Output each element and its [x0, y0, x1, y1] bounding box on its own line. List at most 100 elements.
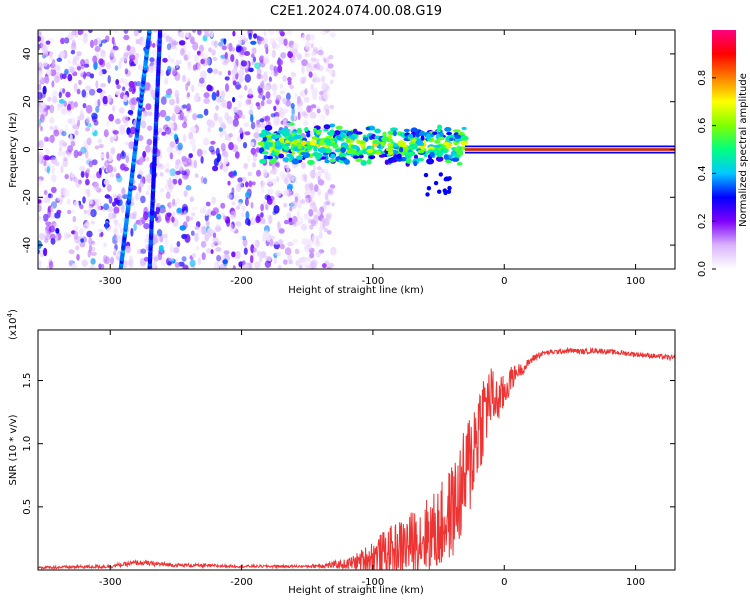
- band-cell: [291, 158, 300, 165]
- noise-cell: [242, 142, 248, 149]
- noise-cell: [265, 255, 272, 262]
- noise-cell: [51, 95, 58, 104]
- noise-cell: [115, 200, 120, 206]
- noise-cell: [224, 76, 230, 81]
- noise-cell: [38, 216, 44, 221]
- noise-cell: [238, 69, 245, 78]
- noise-cell: [91, 198, 98, 206]
- noise-cell: [290, 200, 298, 210]
- noise-cell: [242, 264, 249, 269]
- noise-cell: [167, 65, 172, 73]
- noise-cell: [279, 90, 285, 95]
- noise-cell: [316, 108, 321, 114]
- band-cell: [408, 133, 414, 139]
- noise-cell: [223, 250, 230, 255]
- noise-cell: [225, 83, 229, 92]
- noise-cell: [275, 176, 280, 183]
- noise-cell: [200, 58, 206, 65]
- noise-cell: [193, 159, 198, 169]
- band-cell: [439, 132, 444, 137]
- noise-cell: [283, 259, 288, 265]
- noise-cell: [45, 137, 53, 142]
- noise-cell: [40, 41, 47, 50]
- band-cell: [392, 143, 400, 148]
- noise-cell: [291, 58, 297, 63]
- noise-cell: [250, 121, 256, 130]
- noise-cell: [48, 260, 54, 269]
- noise-cell: [273, 105, 277, 112]
- noise-cell: [247, 88, 253, 96]
- noise-cell: [128, 255, 133, 263]
- svg-text:(x104): (x104): [6, 309, 19, 340]
- noise-cell: [316, 235, 320, 244]
- y-tick-label: 1.5: [22, 373, 33, 389]
- noise-cell: [110, 256, 114, 265]
- noise-cell: [66, 198, 71, 205]
- y-tick-label: 20: [22, 95, 33, 108]
- noise-cell: [38, 215, 42, 221]
- band-cell: [451, 157, 460, 162]
- noise-cell: [165, 93, 172, 99]
- noise-cell: [317, 188, 322, 197]
- noise-cell: [221, 212, 225, 218]
- noise-cell: [38, 140, 44, 148]
- noise-cell: [314, 184, 319, 193]
- band-cell: [415, 133, 420, 138]
- noise-cell: [256, 214, 261, 219]
- noise-cell: [91, 246, 96, 252]
- noise-cell: [175, 170, 181, 175]
- noise-cell: [260, 212, 264, 218]
- noise-cell: [190, 84, 195, 93]
- noise-cell: [322, 91, 330, 101]
- noise-cell: [224, 112, 230, 121]
- noise-cell: [186, 92, 191, 98]
- noise-cell: [197, 62, 201, 71]
- noise-cell: [327, 189, 332, 194]
- noise-cell: [167, 261, 173, 266]
- noise-cell: [127, 109, 134, 115]
- noise-cell: [44, 156, 51, 161]
- noise-cell: [329, 104, 335, 110]
- noise-cell: [286, 30, 293, 35]
- noise-cell: [273, 166, 277, 175]
- noise-cell: [231, 187, 235, 195]
- noise-cell: [197, 228, 202, 235]
- band-cell: [349, 149, 357, 155]
- band-cell: [283, 145, 290, 151]
- band-cell: [452, 129, 461, 133]
- noise-cell: [204, 32, 210, 38]
- noise-cell: [73, 200, 80, 208]
- noise-cell: [296, 99, 303, 107]
- noise-cell: [258, 36, 264, 42]
- noise-cell: [300, 223, 308, 231]
- noise-cell: [324, 172, 330, 179]
- noise-cell: [119, 228, 124, 234]
- noise-cell: [62, 88, 66, 94]
- noise-cell: [216, 98, 222, 103]
- noise-cell: [199, 77, 205, 84]
- noise-cell: [42, 213, 49, 222]
- noise-cell: [43, 247, 48, 257]
- noise-cell: [147, 125, 153, 131]
- band-cell: [399, 147, 404, 153]
- band-cell: [334, 148, 342, 153]
- noise-cell: [38, 105, 44, 113]
- noise-cell: [269, 238, 274, 247]
- noise-cell: [250, 114, 254, 123]
- noise-cell: [160, 69, 164, 77]
- noise-cell: [94, 204, 101, 212]
- noise-cell: [83, 209, 88, 215]
- band-cell: [442, 188, 447, 193]
- colorbar-tick-label: 0.6: [697, 118, 708, 134]
- noise-cell: [178, 114, 184, 121]
- snr-ylabel: SNR (10 * v/v): [8, 414, 19, 485]
- band-cell: [435, 150, 444, 157]
- noise-cell: [231, 201, 236, 206]
- noise-cell: [208, 47, 213, 53]
- noise-cell: [173, 133, 178, 140]
- noise-cell: [202, 205, 207, 213]
- noise-cell: [46, 69, 52, 76]
- band-cell: [278, 153, 285, 159]
- noise-cell: [76, 253, 80, 261]
- noise-cell: [325, 108, 330, 116]
